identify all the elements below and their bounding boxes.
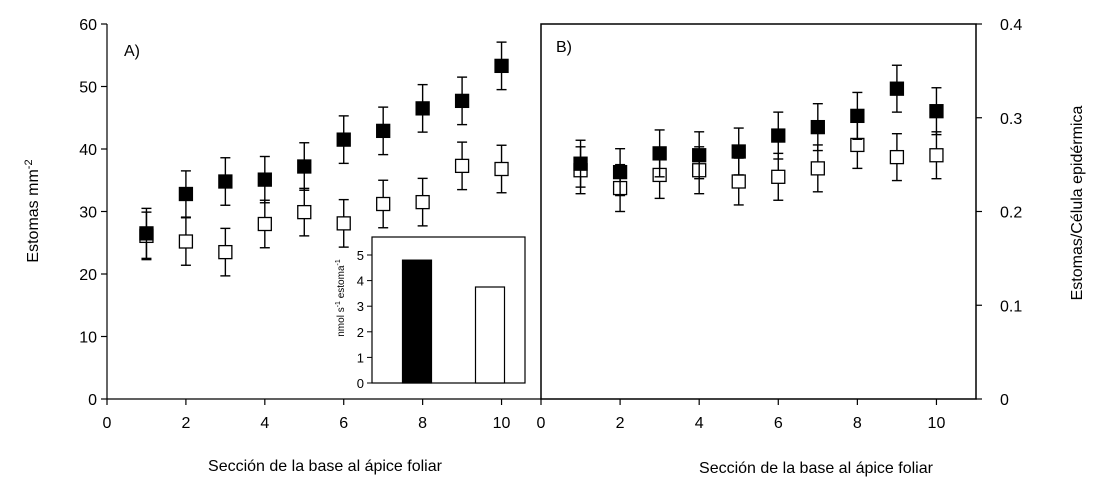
open-square-point	[810, 161, 825, 176]
inset-y-title-sup: -1	[335, 301, 342, 307]
open-square-point	[297, 204, 312, 220]
x-axis-title: Sección de la base al ápice foliar	[208, 458, 443, 475]
x-tick-label: 4	[695, 415, 704, 432]
inset-y-title-sup: -1	[335, 259, 342, 265]
filled-square-point	[810, 119, 825, 135]
x-tick-label: 6	[339, 415, 348, 432]
x-tick-label: 2	[181, 415, 190, 432]
filled-square-point	[929, 104, 944, 119]
filled-square-point	[652, 146, 667, 161]
inset-bar	[474, 286, 506, 384]
x-tick-label: 6	[774, 415, 783, 432]
filled-square-point	[376, 123, 391, 139]
open-square-point	[218, 244, 233, 260]
y-tick-label: 0.1	[1000, 298, 1022, 315]
filled-square-point	[889, 81, 905, 96]
open-square-point	[494, 161, 509, 177]
filled-square-point	[771, 128, 786, 143]
filled-square-point	[218, 174, 233, 189]
open-square-point	[731, 174, 746, 189]
inset-y-tick-label: 2	[357, 325, 364, 340]
y-tick-label: 0	[88, 392, 97, 409]
panel-b-frame	[540, 23, 977, 400]
y-tick-label: 30	[79, 205, 97, 222]
x-tick-label: 2	[616, 415, 625, 432]
open-square-point	[929, 148, 944, 163]
inset-y-title-part: estoma	[336, 265, 347, 301]
open-square-point	[415, 194, 430, 210]
open-square-point	[178, 234, 194, 249]
y-tick-label: 20	[79, 267, 97, 284]
x-tick-label: 8	[418, 415, 427, 432]
filled-square-point	[139, 226, 154, 241]
y-tick-label: 0.2	[1000, 205, 1022, 222]
y-tick-label: 60	[79, 17, 97, 34]
open-square-point	[257, 216, 272, 232]
filled-square-point	[454, 93, 470, 109]
inset-y-tick-label: 1	[357, 350, 364, 365]
filled-square-point	[494, 58, 509, 74]
inset-y-title-part: nmol s	[336, 307, 347, 336]
panel-label-a: A)	[124, 43, 140, 60]
open-square-point	[336, 216, 351, 231]
x-tick-label: 10	[493, 415, 511, 432]
panel-label-b: B)	[556, 39, 572, 56]
panel-b: 0 0.1 0.2 0.3 0.4 0 2 4 6 8 10 B) Sección de la base…	[537, 17, 1086, 477]
filled-square-point	[297, 159, 312, 174]
y-axis-title-sup: -2	[23, 159, 35, 169]
filled-square-point	[850, 108, 865, 124]
inset-y-tick-label: 4	[357, 274, 364, 289]
open-square-point	[889, 149, 905, 165]
inset-y-tick-label: 5	[357, 248, 364, 263]
y-tick-label: 40	[79, 142, 97, 159]
filled-square-point	[731, 144, 746, 159]
filled-square-point	[692, 148, 707, 163]
open-square-point	[771, 169, 786, 184]
filled-square-point	[415, 101, 430, 116]
inset-y-axis-title: nmol s-1 estoma-1	[335, 259, 347, 337]
filled-square-point	[612, 164, 628, 180]
x-tick-label: 4	[260, 415, 269, 432]
y-tick-label: 10	[79, 330, 97, 347]
y-tick-label: 0.3	[1000, 111, 1022, 128]
inset-bar	[401, 259, 433, 384]
x-tick-label: 0	[537, 415, 546, 432]
x-axis-title: Sección de la base al ápice foliar	[699, 460, 934, 477]
y-axis-title-main: Estomas mm	[25, 169, 42, 262]
filled-square-point	[257, 172, 272, 187]
filled-square-point	[178, 186, 194, 202]
open-square-point	[850, 137, 865, 153]
open-square-point	[376, 196, 391, 212]
inset-y-tick-label: 0	[357, 376, 364, 391]
x-tick-label: 10	[928, 415, 946, 432]
open-square-point	[454, 158, 470, 174]
x-tick-label: 0	[103, 415, 112, 432]
y-tick-label: 0.4	[1000, 17, 1022, 34]
y-tick-label: 0	[1000, 392, 1009, 409]
y-axis-title: Estomas mm-2	[23, 159, 42, 262]
y-tick-label: 50	[79, 80, 97, 97]
filled-square-point	[336, 132, 351, 147]
y-axis-title: Estomas/Célula epidérmica	[1069, 106, 1086, 301]
filled-square-point	[573, 156, 588, 171]
x-tick-label: 8	[853, 415, 862, 432]
inset-y-tick-label: 3	[357, 299, 364, 314]
